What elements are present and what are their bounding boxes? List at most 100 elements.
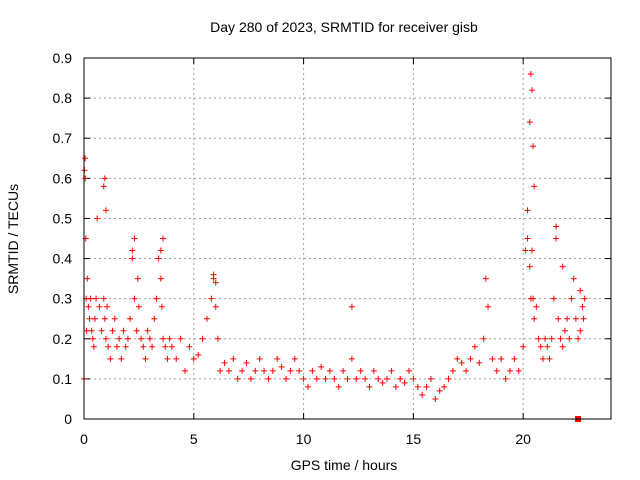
data-point — [111, 315, 118, 322]
data-point — [131, 235, 138, 242]
data-point — [120, 327, 127, 334]
data-point — [502, 375, 509, 382]
data-point — [414, 383, 421, 390]
data-point — [553, 235, 560, 242]
data-point — [269, 367, 276, 374]
data-point — [265, 375, 272, 382]
y-tick-label: 0.6 — [53, 170, 73, 186]
data-point — [579, 303, 586, 310]
data-point — [129, 255, 136, 262]
data-point — [561, 327, 568, 334]
data-point — [522, 247, 529, 254]
data-point — [105, 343, 112, 350]
data-point — [87, 295, 94, 302]
data-point — [142, 355, 149, 362]
data-point — [157, 275, 164, 282]
data-point — [155, 255, 162, 262]
data-point — [85, 303, 92, 310]
data-point — [122, 343, 129, 350]
x-tick-label: 10 — [296, 431, 312, 447]
data-point — [190, 355, 197, 362]
data-point — [214, 335, 221, 342]
data-point — [287, 367, 294, 374]
y-tick-label: 0.3 — [53, 291, 73, 307]
data-point — [195, 351, 202, 358]
data-point — [84, 275, 91, 282]
x-tick-label: 0 — [80, 431, 88, 447]
data-point — [107, 355, 114, 362]
data-point — [168, 343, 175, 350]
data-point — [467, 355, 474, 362]
data-point — [90, 343, 97, 350]
data-point — [91, 315, 98, 322]
data-point — [570, 275, 577, 282]
data-point — [388, 367, 395, 374]
data-point — [482, 275, 489, 282]
data-point — [186, 343, 193, 350]
data-point — [217, 367, 224, 374]
y-tick-label: 0.2 — [53, 331, 73, 347]
data-point — [564, 315, 571, 322]
data-point — [239, 367, 246, 374]
data-point — [98, 327, 105, 334]
data-point — [533, 303, 540, 310]
data-point — [162, 343, 169, 350]
data-point — [164, 355, 171, 362]
data-point — [252, 367, 259, 374]
data-point — [476, 359, 483, 366]
data-point — [485, 303, 492, 310]
data-point — [471, 343, 478, 350]
data-point — [296, 367, 303, 374]
data-point — [210, 271, 217, 278]
data-point — [83, 327, 90, 334]
data-point — [527, 71, 534, 78]
data-point — [539, 355, 546, 362]
data-point — [326, 367, 333, 374]
data-point — [392, 383, 399, 390]
data-point — [463, 367, 470, 374]
data-point — [427, 375, 434, 382]
y-tick-label: 0.5 — [53, 210, 73, 226]
data-point — [397, 375, 404, 382]
data-point — [82, 155, 89, 162]
data-point — [173, 355, 180, 362]
data-point — [291, 355, 298, 362]
data-point — [348, 355, 355, 362]
data-point — [100, 183, 107, 190]
data-point — [203, 315, 210, 322]
data-point — [555, 315, 562, 322]
data-point — [118, 355, 125, 362]
data-point — [177, 335, 184, 342]
data-point — [131, 295, 138, 302]
data-point — [348, 303, 355, 310]
data-point — [530, 143, 537, 150]
data-point — [322, 375, 329, 382]
data-point — [366, 383, 373, 390]
data-point — [160, 235, 167, 242]
data-point — [153, 295, 160, 302]
data-point — [535, 335, 542, 342]
data-point — [149, 343, 156, 350]
x-tick-label: 20 — [515, 431, 531, 447]
data-point — [101, 175, 108, 182]
data-point — [526, 263, 533, 270]
data-point — [124, 335, 131, 342]
data-point — [256, 355, 263, 362]
data-point — [82, 175, 89, 182]
y-tick-label: 0.8 — [53, 90, 73, 106]
data-point — [379, 379, 386, 386]
data-point — [423, 383, 430, 390]
data-point — [225, 367, 232, 374]
data-point — [109, 327, 116, 334]
data-point — [88, 327, 95, 334]
data-point — [340, 367, 347, 374]
data-point — [93, 295, 100, 302]
data-point — [458, 359, 465, 366]
data-point — [304, 383, 311, 390]
data-point — [335, 383, 342, 390]
data-point — [480, 335, 487, 342]
data-point — [101, 315, 108, 322]
ticks-layer: 0 0.1 0.2 0.3 0.4 0.5 0.6 0.7 0.8 0.9 0 5 10 15 20 — [53, 50, 611, 447]
data-point — [234, 375, 241, 382]
data-point — [528, 247, 535, 254]
